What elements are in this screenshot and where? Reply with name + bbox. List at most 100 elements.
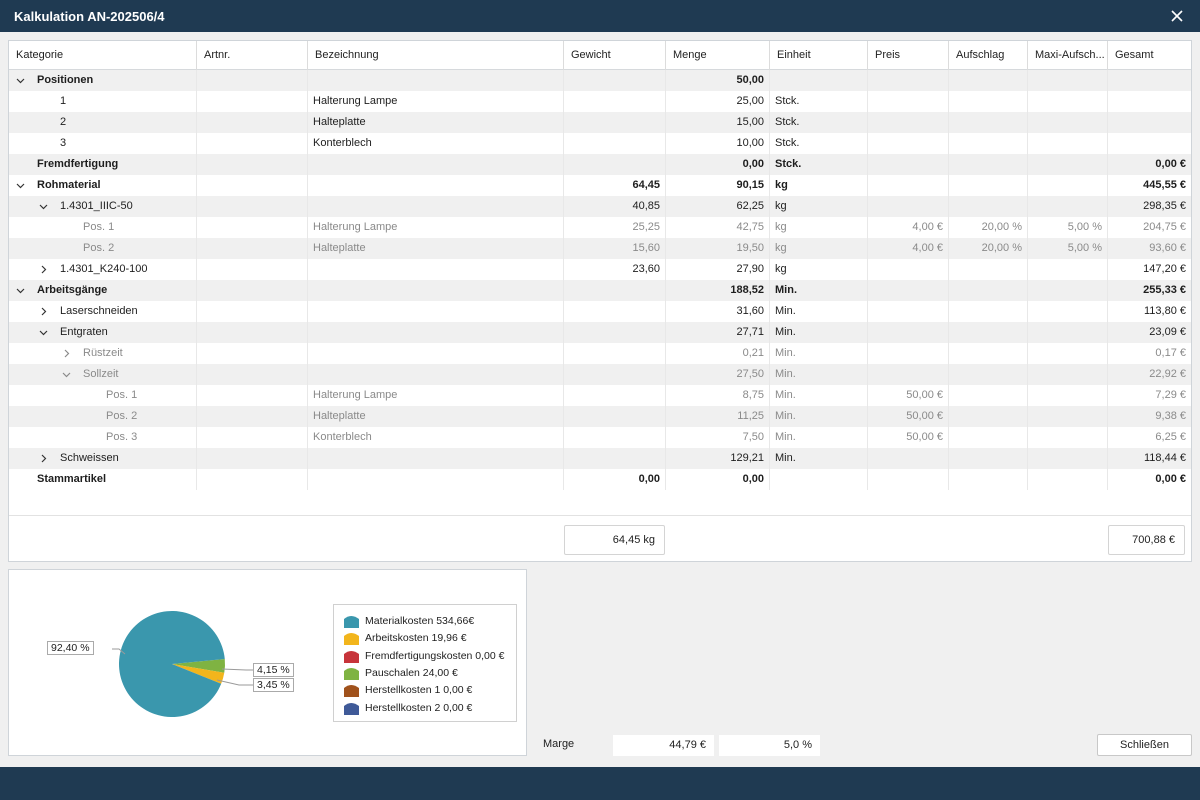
table-row[interactable]: Stammartikel 0,00 0,00 0,00 € bbox=[9, 469, 1191, 490]
cell-maxi bbox=[1027, 448, 1107, 469]
table-row[interactable]: 2 Halteplatte 15,00 Stck. bbox=[9, 112, 1191, 133]
column-header-label[interactable]: Kategorie bbox=[16, 49, 64, 61]
table-row[interactable]: 1.4301_K240-100 23,60 27,90 kg 147,20 € bbox=[9, 259, 1191, 280]
cell-einheit: Min. bbox=[769, 280, 867, 301]
cell-label: 2 bbox=[60, 116, 67, 128]
table-row[interactable]: Pos. 3 Konterblech 7,50 Min. 50,00 € 6,25 € bbox=[9, 427, 1191, 448]
cell-gewicht bbox=[563, 427, 665, 448]
legend-swatch-icon bbox=[344, 632, 359, 646]
cell-aufschlag bbox=[948, 322, 1027, 343]
table-row[interactable]: Pos. 2 Halteplatte 15,60 19,50 kg 4,00 €20,00… bbox=[9, 238, 1191, 259]
cell-maxi: 5,00 % bbox=[1027, 217, 1107, 238]
cell-artnr bbox=[196, 469, 307, 490]
cell-einheit: Stck. bbox=[769, 133, 867, 154]
cell-preis bbox=[867, 133, 948, 154]
chevron-down-icon[interactable] bbox=[16, 181, 25, 190]
table-row[interactable]: Laserschneiden 31,60 Min. 113,80 € bbox=[9, 301, 1191, 322]
table-row[interactable]: 3 Konterblech 10,00 Stck. bbox=[9, 133, 1191, 154]
table-row[interactable]: Rüstzeit 0,21 Min. 0,17 € bbox=[9, 343, 1191, 364]
pie-slice bbox=[172, 664, 225, 684]
chevron-right-icon[interactable] bbox=[62, 349, 71, 358]
cell-gewicht bbox=[563, 70, 665, 91]
cell-artnr bbox=[196, 196, 307, 217]
column-header-gewicht[interactable]: Gewicht bbox=[563, 41, 665, 70]
cell-einheit: Stck. bbox=[769, 91, 867, 112]
table-row[interactable]: Positionen 50,00 bbox=[9, 70, 1191, 91]
cell-gesamt: 113,80 € bbox=[1107, 301, 1191, 322]
table-row[interactable]: Schweissen 129,21 Min. 118,44 € bbox=[9, 448, 1191, 469]
cell-label: Arbeitsgänge bbox=[37, 284, 108, 296]
cell-gesamt: 298,35 € bbox=[1107, 196, 1191, 217]
cell-label: Pos. 2 bbox=[83, 242, 115, 254]
cell-einheit bbox=[769, 469, 867, 490]
column-header-menge[interactable]: Menge bbox=[665, 41, 769, 70]
cell-maxi: 5,00 % bbox=[1027, 238, 1107, 259]
cell-aufschlag: 20,00 % bbox=[948, 238, 1027, 259]
cell-menge: 50,00 bbox=[665, 70, 769, 91]
table-row[interactable]: 1 Halterung Lampe 25,00 Stck. bbox=[9, 91, 1191, 112]
cell-gesamt: 204,75 € bbox=[1107, 217, 1191, 238]
cell-preis bbox=[867, 301, 948, 322]
chevron-down-icon[interactable] bbox=[39, 202, 48, 211]
table-row[interactable]: Sollzeit 27,50 Min. 22,92 € bbox=[9, 364, 1191, 385]
cell-aufschlag bbox=[948, 385, 1027, 406]
column-header-preis[interactable]: Preis bbox=[867, 41, 948, 70]
chevron-down-icon[interactable] bbox=[39, 328, 48, 337]
chevron-right-icon[interactable] bbox=[39, 307, 48, 316]
cell-bez bbox=[307, 175, 563, 196]
column-header-aufschlag[interactable]: Aufschlag bbox=[948, 41, 1027, 70]
cell-gewicht bbox=[563, 448, 665, 469]
column-header-bez[interactable]: Bezeichnung bbox=[307, 41, 563, 70]
cell-aufschlag bbox=[948, 70, 1027, 91]
chevron-right-icon[interactable] bbox=[39, 454, 48, 463]
table-row[interactable]: 1.4301_IIIC-50 40,85 62,25 kg 298,35 € bbox=[9, 196, 1191, 217]
cell-preis bbox=[867, 91, 948, 112]
table-row[interactable]: Fremdfertigung 0,00 Stck. 0,00 € bbox=[9, 154, 1191, 175]
cell-gewicht bbox=[563, 406, 665, 427]
table-row[interactable]: Arbeitsgänge 188,52 Min. 255,33 € bbox=[9, 280, 1191, 301]
column-header-einheit[interactable]: Einheit bbox=[769, 41, 867, 70]
close-button[interactable]: Schließen bbox=[1097, 734, 1192, 756]
legend-swatch-icon bbox=[344, 684, 359, 698]
cell-einheit: Min. bbox=[769, 406, 867, 427]
table-row[interactable]: Pos. 1 Halterung Lampe 25,25 42,75 kg 4,00 €2… bbox=[9, 217, 1191, 238]
cell-gewicht bbox=[563, 301, 665, 322]
table-row[interactable]: Entgraten 27,71 Min. 23,09 € bbox=[9, 322, 1191, 343]
chevron-down-icon[interactable] bbox=[62, 370, 71, 379]
cell-label: Entgraten bbox=[60, 326, 108, 338]
cell-gesamt: 255,33 € bbox=[1107, 280, 1191, 301]
cell-maxi bbox=[1027, 406, 1107, 427]
column-header-gesamt[interactable]: Gesamt bbox=[1107, 41, 1191, 70]
chevron-down-icon[interactable] bbox=[16, 286, 25, 295]
cell-menge: 27,90 bbox=[665, 259, 769, 280]
column-header-artnr[interactable]: Artnr. bbox=[196, 41, 307, 70]
table-row[interactable]: Pos. 1 Halterung Lampe 8,75 Min. 50,00 € 7,29… bbox=[9, 385, 1191, 406]
cell-label: 3 bbox=[60, 137, 67, 149]
cell-maxi bbox=[1027, 322, 1107, 343]
cell-aufschlag bbox=[948, 112, 1027, 133]
cell-artnr bbox=[196, 133, 307, 154]
close-icon[interactable] bbox=[1166, 5, 1188, 27]
cell-einheit: Min. bbox=[769, 427, 867, 448]
marge-amount-field[interactable]: 44,79 € bbox=[613, 735, 714, 756]
cell-gewicht: 15,60 bbox=[563, 238, 665, 259]
cell-gesamt bbox=[1107, 91, 1191, 112]
cell-maxi bbox=[1027, 385, 1107, 406]
cell-menge: 19,50 bbox=[665, 238, 769, 259]
marge-percent-field[interactable]: 5,0 % bbox=[719, 735, 820, 756]
cell-artnr bbox=[196, 238, 307, 259]
chevron-down-icon[interactable] bbox=[16, 76, 25, 85]
slice-label-material: 92,40 % bbox=[47, 641, 94, 655]
cell-bez bbox=[307, 280, 563, 301]
table-row[interactable]: Rohmaterial 64,45 90,15 kg 445,55 € bbox=[9, 175, 1191, 196]
cell-maxi bbox=[1027, 91, 1107, 112]
column-header-maxi[interactable]: Maxi-Aufsch... bbox=[1027, 41, 1107, 70]
cell-preis bbox=[867, 196, 948, 217]
cell-label: Pos. 2 bbox=[106, 410, 138, 422]
cell-aufschlag bbox=[948, 301, 1027, 322]
cell-artnr bbox=[196, 91, 307, 112]
table-row[interactable]: Pos. 2 Halteplatte 11,25 Min. 50,00 € 9,38 € bbox=[9, 406, 1191, 427]
cell-gewicht: 23,60 bbox=[563, 259, 665, 280]
chevron-right-icon[interactable] bbox=[39, 265, 48, 274]
cell-artnr bbox=[196, 385, 307, 406]
